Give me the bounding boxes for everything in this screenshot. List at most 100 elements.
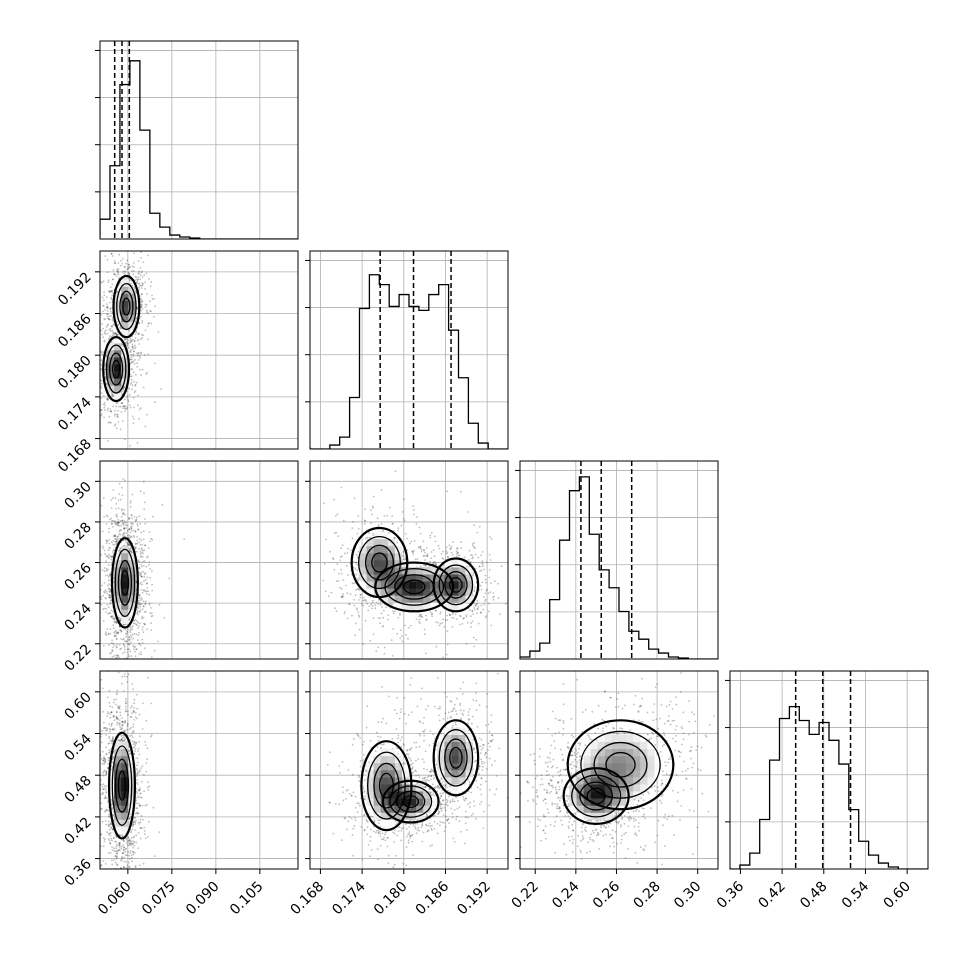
scatter-point — [115, 275, 118, 277]
scatter-point — [112, 334, 115, 337]
y-tick-label: 0.174 — [55, 394, 95, 434]
scatter-point — [141, 628, 144, 631]
scatter-point — [478, 565, 481, 568]
scatter-point — [129, 383, 132, 385]
scatter-point — [109, 591, 111, 594]
scatter-point — [106, 715, 108, 717]
scatter-point — [139, 357, 142, 359]
scatter-point — [117, 507, 120, 510]
scatter-point — [404, 558, 406, 560]
scatter-point — [107, 801, 109, 803]
scatter-point — [112, 715, 115, 717]
scatter-point — [127, 541, 130, 544]
scatter-point — [112, 701, 115, 704]
scatter-point — [96, 333, 98, 335]
scatter-point — [130, 339, 133, 341]
scatter-point — [126, 542, 129, 544]
scatter-point — [452, 541, 454, 543]
scatter-point — [399, 637, 402, 640]
scatter-point — [451, 625, 454, 628]
scatter-point — [101, 584, 103, 587]
scatter-point — [103, 570, 106, 573]
scatter-point — [472, 556, 475, 559]
scatter-point — [112, 320, 115, 323]
scatter-point — [113, 260, 116, 262]
scatter-point — [105, 569, 108, 572]
scatter-point — [139, 543, 142, 546]
scatter-point — [120, 411, 123, 413]
scatter-point — [140, 563, 143, 566]
scatter-point — [129, 843, 132, 845]
scatter-point — [122, 478, 124, 480]
scatter-point — [107, 823, 110, 826]
scatter-point — [146, 556, 148, 559]
scatter-point — [140, 251, 143, 254]
scatter-point — [133, 536, 136, 539]
scatter-point — [134, 333, 137, 336]
scatter-point — [139, 552, 142, 555]
scatter-point — [107, 587, 110, 590]
scatter-point — [96, 326, 98, 328]
scatter-point — [140, 293, 143, 296]
scatter-point — [487, 592, 490, 595]
scatter-point — [354, 634, 357, 637]
scatter-point — [107, 407, 109, 410]
scatter-point — [456, 550, 458, 552]
scatter-point — [104, 574, 107, 577]
contour-line — [438, 564, 474, 606]
scatter-point — [126, 844, 129, 847]
density-cell — [114, 342, 122, 351]
scatter-point — [124, 632, 127, 635]
contour-line — [371, 552, 388, 573]
scatter-point — [120, 630, 123, 633]
scatter-point — [114, 541, 116, 543]
scatter-point — [112, 539, 115, 542]
density-cell — [359, 581, 367, 589]
scatter-point — [109, 574, 112, 576]
scatter-point — [140, 603, 143, 606]
scatter-point — [466, 511, 469, 513]
density-cell — [128, 567, 136, 575]
scatter-point — [103, 549, 106, 552]
scatter-point — [135, 331, 138, 334]
scatter-point — [132, 730, 135, 732]
scatter-point — [105, 523, 108, 525]
scatter-point — [119, 327, 121, 329]
scatter-point — [136, 611, 139, 614]
scatter-point — [110, 711, 113, 714]
scatter-point — [446, 619, 449, 621]
scatter-point — [116, 268, 119, 270]
scatter-point — [118, 530, 121, 533]
scatter-point — [375, 650, 378, 653]
scatter-point — [470, 554, 472, 556]
scatter-point — [108, 749, 111, 752]
scatter-point — [134, 337, 137, 339]
scatter-point — [463, 617, 465, 619]
scatter-point — [128, 278, 131, 281]
scatter-point — [111, 617, 114, 619]
scatter-point — [152, 515, 154, 518]
scatter-point — [110, 558, 113, 561]
scatter-point — [446, 643, 449, 646]
scatter-point — [104, 318, 107, 320]
density-cell — [128, 300, 136, 308]
scatter-point — [122, 659, 124, 661]
scatter-point — [152, 316, 155, 318]
scatter-point — [420, 615, 423, 618]
scatter-point — [114, 534, 117, 537]
scatter-point — [432, 549, 435, 551]
scatter-point — [104, 330, 106, 333]
scatter-point — [134, 279, 137, 281]
scatter-point — [323, 562, 326, 565]
scatter-point — [131, 683, 134, 685]
scatter-point — [440, 553, 443, 555]
density-panel-2-1 — [305, 460, 509, 660]
scatter-point — [126, 406, 129, 408]
scatter-point — [135, 519, 137, 522]
scatter-point — [419, 565, 422, 567]
scatter-point — [127, 263, 130, 266]
scatter-point — [144, 329, 147, 331]
scatter-point — [140, 827, 143, 830]
scatter-point — [103, 567, 106, 569]
scatter-point — [106, 574, 109, 576]
